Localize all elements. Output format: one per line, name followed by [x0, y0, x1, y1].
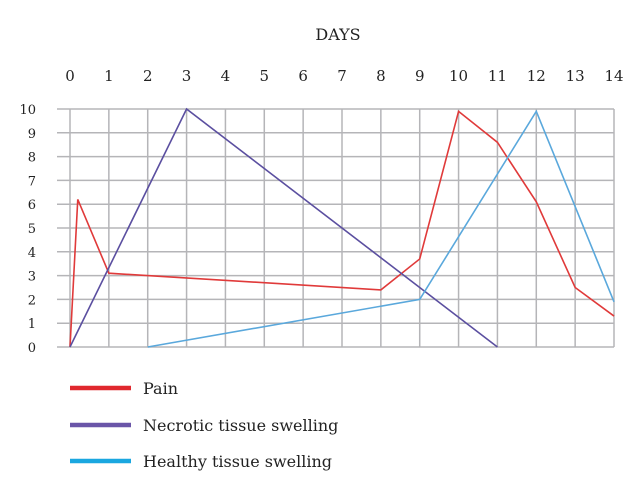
x-tick-label: 9: [415, 67, 425, 85]
x-tick-label: 2: [143, 67, 153, 85]
y-tick-label: 8: [28, 151, 36, 166]
y-tick-label: 10: [19, 103, 36, 118]
x-tick-label: 14: [604, 67, 623, 85]
y-tick-label: 3: [28, 270, 36, 285]
x-axis-label: DAYS: [315, 25, 360, 44]
y-tick-label: 1: [28, 317, 36, 332]
series-line-0: [69, 109, 615, 348]
x-tick-label: 12: [527, 67, 546, 85]
x-tick-label: 11: [488, 67, 507, 85]
y-tick-label: 4: [28, 246, 36, 261]
x-tick-label: 1: [104, 67, 114, 85]
x-tick-label: 10: [449, 67, 468, 85]
y-tick-label: 2: [28, 293, 36, 308]
y-tick-label: 6: [28, 198, 36, 213]
legend-label: Pain: [143, 379, 178, 398]
y-tick-label: 7: [28, 174, 36, 189]
legend-label: Healthy tissue swelling: [143, 452, 332, 471]
y-tick-label: 5: [28, 222, 36, 237]
x-tick-label: 0: [65, 67, 75, 85]
legend-label: Necrotic tissue swelling: [143, 416, 338, 435]
x-tick-label: 7: [337, 67, 347, 85]
x-tick-label: 3: [182, 67, 192, 85]
x-tick-label: 6: [298, 67, 308, 85]
x-tick-label: 13: [566, 67, 585, 85]
series-line-2: [147, 109, 615, 348]
x-tick-label: 5: [260, 67, 270, 85]
x-tick-label: 4: [221, 67, 231, 85]
x-tick-label: 8: [376, 67, 386, 85]
y-tick-label: 0: [28, 341, 36, 356]
y-tick-label: 9: [28, 127, 36, 142]
